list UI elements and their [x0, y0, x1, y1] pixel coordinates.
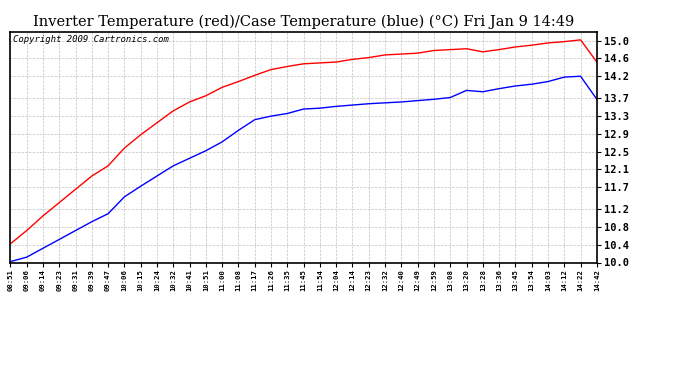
Text: Copyright 2009 Cartronics.com: Copyright 2009 Cartronics.com [13, 35, 169, 44]
Title: Inverter Temperature (red)/Case Temperature (blue) (°C) Fri Jan 9 14:49: Inverter Temperature (red)/Case Temperat… [33, 15, 574, 29]
